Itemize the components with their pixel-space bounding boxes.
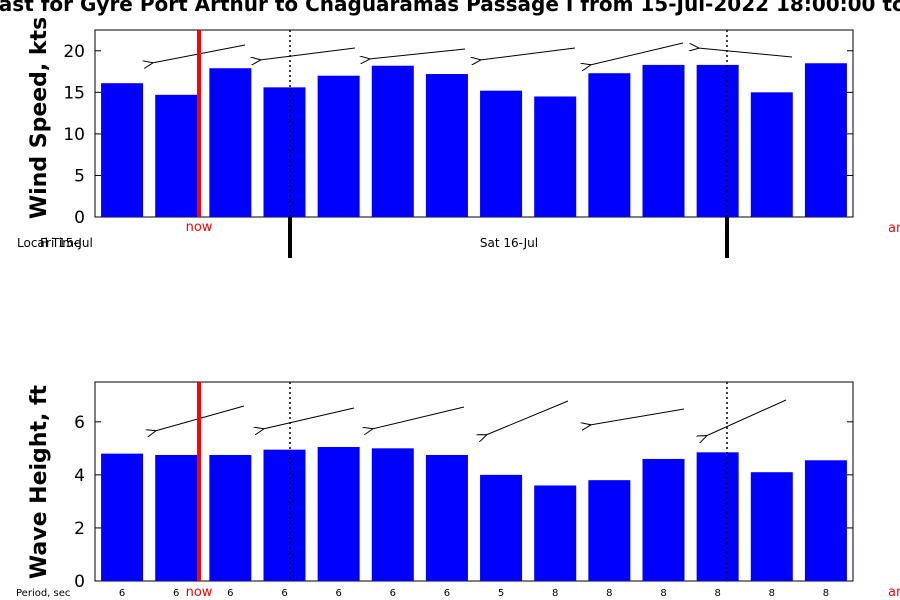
- wave-plot-area: [94, 381, 854, 582]
- bar: [371, 65, 414, 217]
- direction-arrow: [486, 400, 569, 435]
- bar: [101, 453, 144, 581]
- wave-height-panel: Wave Height, ft 0 2 4 6: [27, 381, 854, 592]
- y-tick-label: 10: [63, 125, 85, 145]
- bar: [696, 452, 739, 581]
- period-value: 6: [227, 588, 233, 599]
- period-value: 8: [606, 588, 612, 599]
- direction-arrow: [590, 42, 684, 65]
- direction-arrow: [480, 47, 576, 60]
- bar: [588, 73, 631, 218]
- day-label: Fri 15-Jul: [40, 236, 93, 250]
- bar: [263, 87, 306, 217]
- period-value: 6: [335, 588, 341, 599]
- period-value: 6: [281, 588, 287, 599]
- bar: [209, 68, 252, 217]
- bar: [317, 447, 360, 581]
- am-label: am: [888, 585, 900, 600]
- am-label: am: [888, 221, 900, 236]
- bar: [804, 63, 847, 217]
- bar: [750, 92, 793, 217]
- chart-title: ecast for Gyre Port Arthur to Chaguarama…: [0, 0, 900, 16]
- bar: [642, 64, 685, 217]
- y-tick-label: 20: [63, 42, 85, 62]
- bar: [642, 458, 685, 581]
- period-value: 8: [823, 588, 829, 599]
- period-value: 8: [552, 588, 558, 599]
- bar: [209, 454, 252, 581]
- direction-arrow: [706, 399, 787, 436]
- bar: [534, 485, 577, 581]
- period-value: 5: [498, 588, 504, 599]
- direction-arrow: [260, 47, 356, 60]
- y-tick-label: 6: [74, 413, 85, 433]
- bar: [480, 474, 523, 581]
- bar: [155, 94, 198, 217]
- period-value: 6: [119, 588, 125, 599]
- bar: [425, 74, 468, 217]
- now-label: now: [186, 220, 213, 235]
- now-label: now: [186, 585, 213, 600]
- day-label: Sat 16-Jul: [480, 236, 538, 250]
- y-tick-label: 4: [74, 466, 85, 486]
- bar: [425, 454, 468, 581]
- direction-arrow: [369, 48, 466, 59]
- bar: [588, 480, 631, 581]
- y-tick-label: 0: [74, 208, 85, 228]
- bar: [317, 75, 360, 217]
- period-value: 6: [444, 588, 450, 599]
- period-value: 6: [173, 588, 179, 599]
- direction-arrow: [590, 408, 685, 425]
- bar: [371, 448, 414, 581]
- bar: [696, 64, 739, 217]
- period-label: Period, sec: [16, 588, 70, 599]
- wind-speed-panel: Wind Speed, kts 0 5 10 15 20: [27, 17, 854, 228]
- local-time-label: Local Time: [17, 236, 81, 250]
- wind-y-axis-label: Wind Speed, kts: [27, 17, 52, 219]
- wind-plot-area: [94, 29, 854, 218]
- bar: [263, 449, 306, 581]
- direction-arrow: [698, 48, 793, 58]
- period-value: 6: [390, 588, 396, 599]
- direction-arrow: [263, 407, 355, 429]
- y-tick-label: 5: [74, 166, 85, 186]
- period-value: 8: [714, 588, 720, 599]
- direction-arrow: [372, 406, 465, 429]
- y-tick-label: 15: [63, 83, 85, 103]
- bar: [101, 83, 144, 218]
- y-tick-label: 0: [74, 572, 85, 592]
- y-tick-label: 2: [74, 519, 85, 539]
- period-value: 8: [660, 588, 666, 599]
- bar: [534, 96, 577, 217]
- wave-y-axis-label: Wave Height, ft: [27, 384, 52, 579]
- bar: [155, 454, 198, 581]
- period-value: 8: [769, 588, 775, 599]
- bar: [480, 90, 523, 217]
- bar: [750, 472, 793, 581]
- bar: [804, 460, 847, 581]
